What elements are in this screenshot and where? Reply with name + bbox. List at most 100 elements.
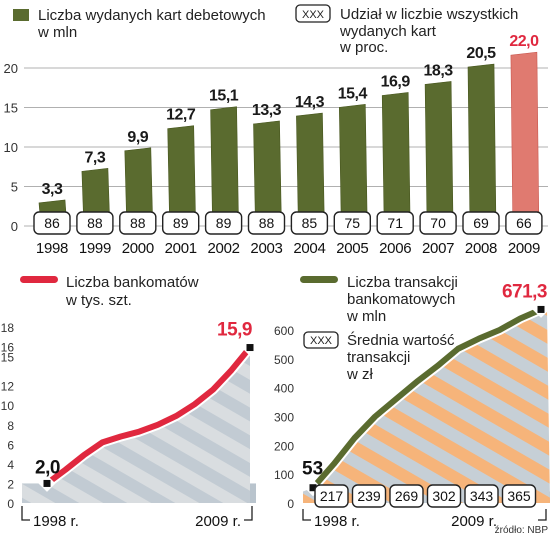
y-tick-label: 18 [1,321,15,335]
y-tick-label: 20 [4,61,18,76]
bracket-left [302,509,311,521]
legend-atm-line2: w tys. szt. [65,292,132,309]
x-axis-labels: 1998 1999 2000 2001 2002 2003 2004 2005 2006 2007… [36,240,540,257]
x-label-1999: 1999 [79,240,111,257]
x-label-2000: 2000 [122,240,154,257]
bars [38,51,540,229]
legend-swatch-atm [20,276,58,283]
share-box-2005 [333,211,371,235]
y-tick-label: 0 [7,497,14,511]
y-tick-label: 15 [4,101,18,116]
share-value-2007: 70 [430,215,446,231]
y-tick-label: 5 [11,180,18,195]
legend-tx-line2: bankomatowych [347,291,455,308]
value-label-2008: 20,5 [466,45,496,62]
bracket-right [244,506,253,521]
value-label-2000: 9,9 [127,129,148,146]
share-box-2009 [505,211,543,235]
share-boxes: 86 88 88 89 89 88 85 75 71 70 69 66 [33,211,543,235]
legend-cards-line1: Liczba wydanych kart debetowych [38,7,266,24]
share-value-2000: 88 [130,215,146,231]
y-tick-label: 600 [274,324,294,338]
x-label-2001: 2001 [165,240,197,257]
avg-box [351,484,387,508]
legend-avg-marker-text: XXX [310,335,333,347]
y-tick-label: 400 [274,382,294,396]
share-value-2008: 69 [473,215,489,231]
share-box-2000 [119,211,157,235]
y-tick-label: 300 [274,411,294,425]
avg-box [426,484,462,508]
x-label-start: 1998 r. [33,513,79,530]
x-label-start: 1998 r. [314,513,360,530]
legend-avg-line3: w zł [346,366,374,383]
share-value-2003: 88 [259,215,275,231]
avg-box [389,484,424,508]
y-axis: 0 100 200 300 400 500 600 [274,324,294,511]
y-tick-label: 16 [1,341,15,355]
start-value-label: 2,0 [35,457,60,478]
value-label-2001: 12,7 [166,107,196,124]
share-value-2004: 85 [302,215,318,231]
y-tick-label: 0 [287,497,294,511]
area: 53 671,3 217 239 269 302 343 365 1998 r. 2009 r. [302,281,550,530]
bar-2009 [510,51,540,229]
y-tick-label: 200 [274,439,294,453]
atm-transactions-chart: 0 100 200 300 400 500 600 53 671,3 217 239 269 302 3… [274,274,550,530]
bar-2004 [296,112,325,229]
series-line [310,306,544,491]
y-tick-label: 100 [274,468,294,482]
x-label-2006: 2006 [379,240,411,257]
share-value-2006: 71 [387,215,403,231]
x-label-2009: 2009 [508,240,540,257]
value-label-2003: 13,3 [252,102,282,119]
share-box-2001 [161,211,200,235]
share-box-2006 [376,211,414,235]
share-box-2004 [290,211,329,235]
value-label-2009: 22,0 [509,33,539,50]
legend-avg-line2: transakcji [347,349,410,366]
y-tick-label: 4 [7,458,14,472]
start-value-label: 53 [302,459,323,480]
source-note: źródło: NBP [495,525,549,536]
y-tick-label: 6 [7,438,14,452]
x-label-2008: 2008 [465,240,497,257]
y-tick-label: 15 [1,350,15,364]
share-box-2003 [247,211,286,235]
legend-atm-line1: Liczba bankomatów [66,274,199,291]
value-label-2005: 15,4 [338,85,368,102]
end-value-label: 15,9 [217,320,252,341]
bar-2007 [424,81,454,229]
end-value-label: 671,3 [502,281,547,302]
area: 2,0 15,9 1998 r. 2009 r. [21,320,259,530]
share-box-2008 [462,211,500,235]
share-value-1998: 86 [44,215,60,231]
share-value-2009: 66 [516,215,532,231]
avg-box [501,484,537,508]
legend-avg-line1: Średnia wartość [347,331,455,349]
avg-box [464,484,499,508]
avg-value: 343 [470,488,494,504]
y-tick-label: 10 [4,140,18,155]
value-labels: 3,3 7,3 9,9 12,7 15,1 13,3 14,3 15,4 16,9 18,3 20,… [42,33,540,198]
value-label-1998: 3,3 [42,181,63,198]
point-marker [43,479,51,487]
value-label-2002: 15,1 [209,88,239,105]
legend-box-marker-text: XXX [302,9,325,21]
point-marker [537,305,545,313]
series-line [44,344,253,487]
y-tick-label: 12 [1,380,15,394]
x-label-2003: 2003 [250,240,282,257]
value-label-2007: 18,3 [424,62,454,79]
point-marker [246,344,254,352]
x-label-end: 2009 r. [195,513,241,530]
avg-box [314,484,349,508]
legend-share-line3: w proc. [339,39,388,56]
y-tick-label: 2 [7,477,14,491]
avg-value: 217 [320,488,344,504]
bracket-right [538,509,547,521]
x-label-end: 2009 r. [451,513,497,530]
